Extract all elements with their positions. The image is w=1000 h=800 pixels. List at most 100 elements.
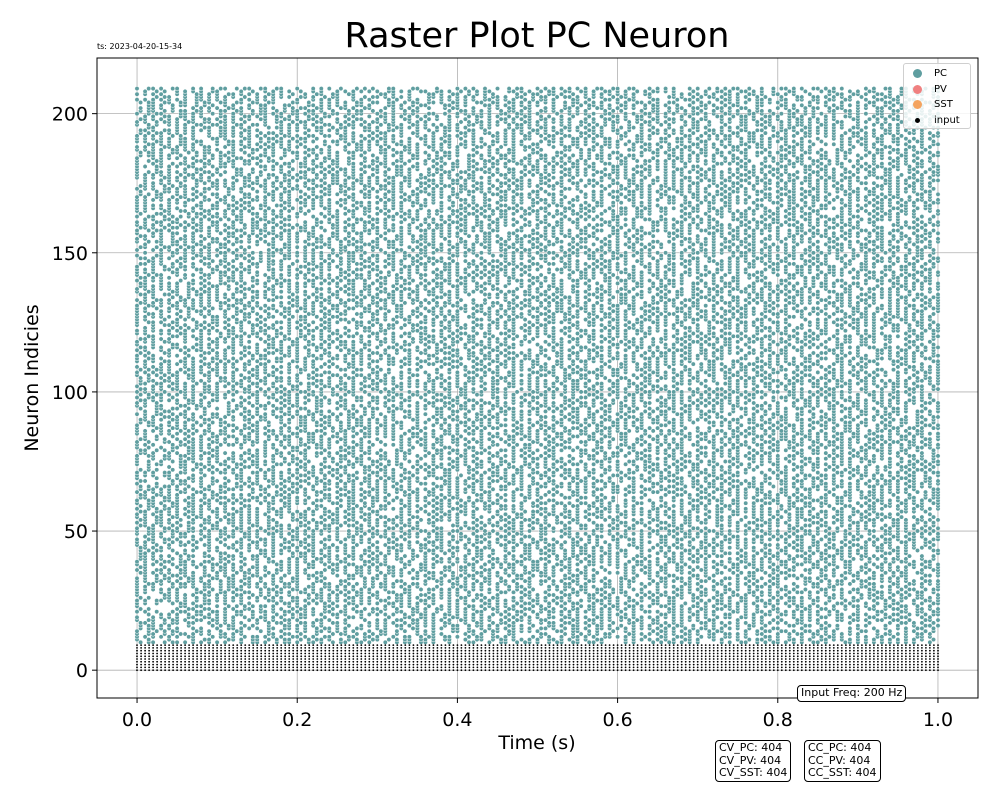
pc-spike-point: [150, 614, 156, 620]
pc-spike-point: [146, 484, 152, 489]
pc-spike-point: [190, 261, 196, 267]
pc-spike-point: [138, 116, 144, 122]
pc-spike-point: [318, 86, 324, 92]
pc-spike-point: [154, 244, 160, 250]
pc-spike-point: [134, 598, 140, 604]
pc-spike-point: [142, 428, 148, 434]
pc-spike-point: [222, 542, 228, 548]
pc-spike-point: [178, 214, 184, 220]
pc-spike-point: [146, 130, 152, 136]
pc-spike-point: [222, 169, 228, 175]
pc-spike-point: [234, 539, 240, 545]
pc-spike-point: [326, 509, 332, 515]
pc-spike-point: [326, 581, 332, 587]
pc-spike-point: [214, 639, 220, 645]
pc-spike-point: [250, 564, 256, 570]
pc-spike-point: [286, 523, 292, 528]
pc-spike-point: [226, 389, 232, 395]
pc-spike-point: [230, 139, 236, 144]
pc-spike-point: [298, 169, 304, 175]
pc-spike-point: [254, 211, 260, 217]
pc-spike-point: [310, 272, 316, 278]
pc-spike-point: [338, 197, 344, 203]
pc-spike-point: [150, 364, 156, 370]
pc-spike-point: [334, 328, 340, 334]
pc-spike-point: [266, 130, 272, 136]
pc-spike-point: [282, 102, 288, 108]
pc-spike-point: [158, 587, 164, 592]
pc-spike-point: [166, 464, 172, 470]
pc-spike-point: [306, 100, 312, 105]
pc-spike-point: [318, 378, 324, 384]
pc-spike-point: [146, 595, 152, 601]
pc-spike-point: [262, 411, 268, 417]
pc-spike-point: [258, 492, 264, 498]
pc-spike-point: [274, 489, 280, 495]
pc-spike-point: [322, 536, 328, 542]
pc-spike-point: [334, 111, 340, 117]
pc-spike-point: [246, 447, 252, 453]
pc-spike-point: [146, 158, 152, 164]
pc-spike-point: [238, 395, 244, 400]
pc-spike-point: [234, 247, 240, 253]
pc-spike-point: [178, 236, 184, 242]
pc-spike-point: [202, 186, 208, 192]
pc-spike-point: [322, 139, 328, 144]
pc-spike-point: [190, 272, 196, 278]
pc-spike-point: [270, 158, 276, 164]
pc-spike-point: [310, 102, 316, 108]
pc-spike-point: [158, 422, 164, 428]
pc-spike-point: [294, 244, 300, 250]
pc-spike-point: [222, 177, 228, 183]
pc-spike-point: [142, 325, 148, 331]
pc-spike-point: [334, 553, 340, 559]
pc-spike-point: [174, 625, 180, 631]
pc-spike-point: [266, 467, 272, 473]
pc-spike-point: [278, 289, 284, 295]
pc-spike-point: [270, 625, 276, 631]
pc-spike-point: [246, 86, 252, 92]
pc-spike-point: [162, 453, 168, 459]
pc-spike-point: [362, 631, 368, 637]
pc-spike-point: [134, 303, 140, 309]
pc-spike-point: [242, 361, 248, 367]
pc-spike-point: [250, 367, 256, 373]
pc-spike-point: [170, 86, 176, 92]
pc-spike-point: [238, 105, 244, 111]
pc-spike-point: [138, 350, 144, 356]
pc-spike-point: [142, 133, 148, 139]
pc-spike-point: [146, 548, 152, 553]
pc-spike-point: [298, 161, 304, 167]
pc-spike-point: [342, 325, 348, 331]
pc-spike-point: [138, 467, 144, 473]
pc-spike-point: [262, 86, 268, 92]
pc-spike-point: [326, 286, 332, 292]
pc-spike-point: [190, 317, 196, 323]
pc-spike-point: [182, 264, 188, 270]
pc-spike-point: [258, 614, 264, 620]
pc-spike-point: [150, 639, 156, 645]
pc-spike-point: [270, 559, 276, 565]
pc-spike-point: [230, 414, 236, 420]
pc-spike-point: [162, 292, 168, 297]
pc-spike-point: [158, 553, 164, 559]
pc-spike-point: [286, 631, 292, 637]
pc-spike-point: [170, 609, 176, 615]
pc-spike-point: [134, 628, 140, 634]
pc-spike-point: [158, 328, 164, 334]
pc-spike-point: [206, 553, 212, 559]
pc-spike-point: [146, 122, 152, 128]
pc-spike-point: [238, 620, 244, 626]
pc-spike-point: [174, 86, 180, 92]
pc-spike-point: [298, 194, 304, 200]
pc-spike-point: [150, 442, 156, 448]
pc-spike-point: [134, 389, 140, 395]
pc-spike-point: [318, 225, 324, 231]
pc-spike-point: [246, 244, 252, 250]
pc-spike-point: [154, 211, 160, 217]
pc-spike-point: [230, 194, 236, 200]
pc-spike-point: [142, 539, 148, 545]
pc-spike-point: [162, 484, 168, 489]
pc-spike-point: [198, 378, 204, 384]
